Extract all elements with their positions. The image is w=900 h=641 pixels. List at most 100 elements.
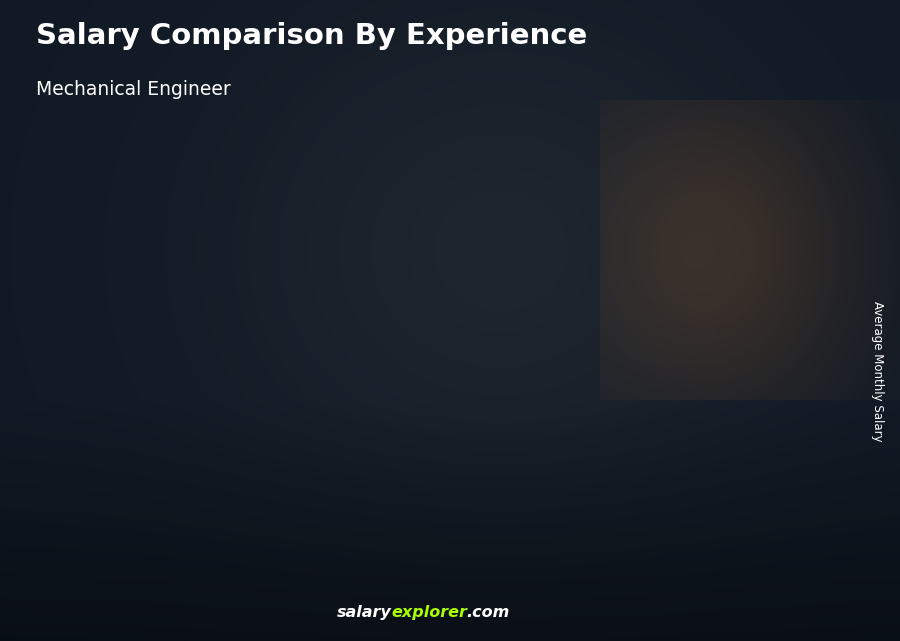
Bar [333, 478, 400, 481]
Bar [723, 284, 790, 288]
Polygon shape [203, 397, 284, 403]
Polygon shape [464, 312, 543, 319]
Bar [203, 497, 271, 499]
Bar [464, 322, 531, 326]
Bar [593, 521, 661, 526]
Bar [203, 423, 271, 426]
Bar [74, 538, 141, 540]
Bar [593, 317, 661, 322]
Bar [464, 474, 531, 478]
Bar [203, 411, 271, 413]
Bar [74, 489, 141, 490]
Bar [464, 385, 531, 388]
Bar [74, 454, 141, 456]
Bar [593, 453, 661, 458]
Bar [74, 509, 141, 511]
Bar [723, 315, 790, 319]
Bar [74, 542, 141, 544]
Bar [74, 447, 141, 449]
Bar [464, 458, 531, 462]
Bar [723, 493, 790, 498]
Bar [74, 472, 141, 474]
Bar [464, 392, 531, 396]
Bar [333, 465, 400, 468]
Bar [593, 351, 661, 356]
Bar [74, 531, 141, 533]
Bar [593, 479, 661, 483]
Bar [593, 313, 661, 317]
Polygon shape [661, 290, 672, 551]
Text: +9%: +9% [539, 243, 585, 261]
Text: 110,000 PKR: 110,000 PKR [716, 303, 796, 316]
Bar [203, 420, 271, 423]
Bar [203, 549, 271, 551]
Bar [74, 529, 141, 531]
Polygon shape [723, 278, 803, 284]
Bar [723, 449, 790, 453]
Bar [593, 470, 661, 475]
Bar [464, 485, 531, 489]
Polygon shape [531, 312, 543, 551]
Bar [723, 529, 790, 533]
Bar [333, 429, 400, 433]
Bar [203, 460, 271, 463]
Bar [74, 549, 141, 551]
Bar [723, 306, 790, 310]
Bar [74, 524, 141, 526]
Bar [723, 502, 790, 506]
Bar [203, 519, 271, 522]
Bar [203, 479, 271, 482]
Bar [333, 548, 400, 551]
Bar [203, 453, 271, 455]
Bar [464, 443, 531, 447]
Bar [464, 377, 531, 381]
Bar [593, 381, 661, 385]
Bar [464, 493, 531, 497]
Bar [593, 304, 661, 309]
Bar [74, 449, 141, 450]
Bar [593, 538, 661, 543]
Polygon shape [141, 435, 153, 551]
Bar [593, 492, 661, 496]
Bar [464, 354, 531, 358]
Bar [723, 426, 790, 431]
Text: Mechanical Engineer: Mechanical Engineer [36, 80, 230, 99]
Bar [74, 476, 141, 478]
Bar [203, 526, 271, 529]
Bar [74, 483, 141, 485]
Bar [333, 490, 400, 494]
Bar [464, 435, 531, 439]
Bar [203, 465, 271, 467]
Bar [333, 455, 400, 458]
Bar [464, 547, 531, 551]
Bar [203, 433, 271, 435]
Bar [203, 546, 271, 549]
Bar [333, 494, 400, 497]
Bar [333, 458, 400, 462]
Bar [74, 487, 141, 489]
Bar [74, 485, 141, 487]
Bar [74, 505, 141, 507]
Polygon shape [333, 353, 413, 359]
Bar [464, 501, 531, 504]
Bar [203, 428, 271, 431]
Bar [593, 437, 661, 440]
Bar [723, 297, 790, 302]
Bar [333, 474, 400, 478]
Bar [333, 471, 400, 474]
Text: 95,600 PKR: 95,600 PKR [461, 338, 533, 351]
Bar [464, 544, 531, 547]
Bar [74, 441, 141, 443]
Bar [74, 537, 141, 538]
Bar [203, 517, 271, 519]
Bar [593, 403, 661, 406]
Bar [203, 482, 271, 485]
Bar [723, 444, 790, 449]
Bar [333, 481, 400, 484]
Bar [74, 518, 141, 520]
Bar [74, 502, 141, 504]
Bar [74, 469, 141, 470]
Bar [333, 503, 400, 506]
Bar [74, 474, 141, 476]
Bar [593, 368, 661, 372]
